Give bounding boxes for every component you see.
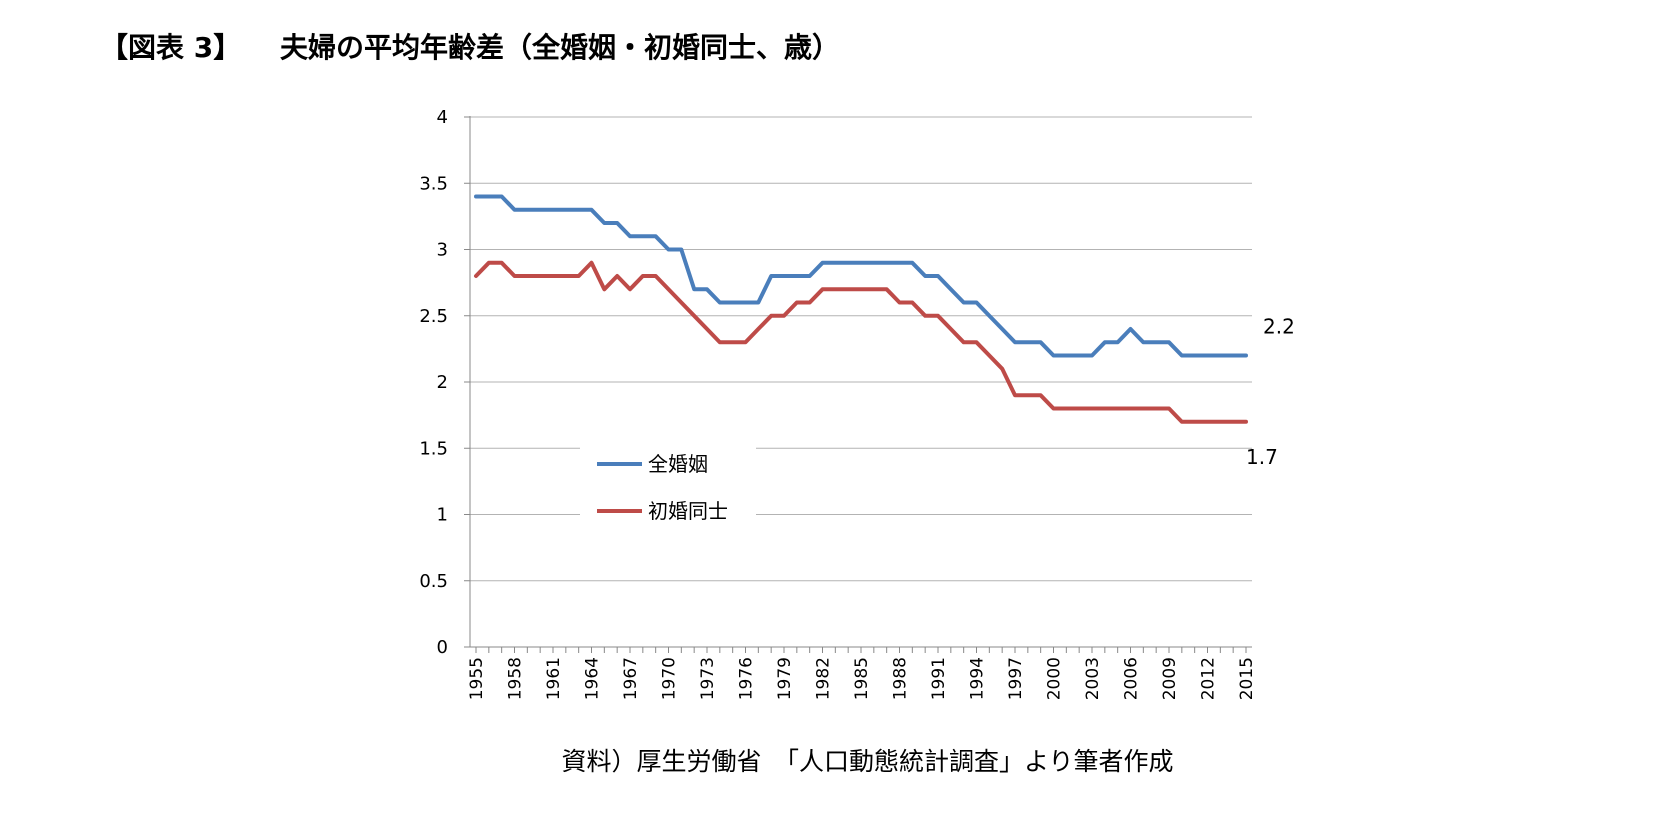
- x-tick-label: 1970: [660, 657, 680, 700]
- series-line-1: [474, 194, 1248, 358]
- x-tick-label: 1988: [891, 657, 911, 700]
- y-tick-label: 1: [437, 505, 448, 526]
- legend-label-1: 全婚姻: [648, 452, 708, 476]
- x-tick-label: 1991: [929, 657, 949, 700]
- data-label-series-2: 1.7: [1246, 445, 1278, 469]
- series-line-2: [474, 260, 1248, 424]
- x-tick-label: 1976: [737, 657, 757, 700]
- x-tick-label: 2015: [1237, 657, 1257, 700]
- x-tick-label: 1967: [621, 657, 641, 700]
- x-tick-label: 2012: [1199, 657, 1219, 700]
- chart-title: 夫婦の平均年齢差（全婚姻・初婚同士、歳）: [280, 31, 841, 64]
- x-tick-label: 1964: [583, 657, 603, 700]
- series: [474, 194, 1248, 424]
- y-tick-label: 1.5: [419, 438, 448, 459]
- x-tick-label: 1997: [1006, 657, 1026, 700]
- x-tick-label: 1958: [506, 657, 526, 700]
- legend-box: [580, 438, 756, 532]
- figure-header: 【図表 3】 夫婦の平均年齢差（全婚姻・初婚同士、歳）: [100, 26, 840, 66]
- legend-label-2: 初婚同士: [648, 499, 728, 523]
- x-tick-label: 1985: [852, 657, 872, 700]
- x-tick-label: 2003: [1083, 657, 1103, 700]
- y-tick-label: 4: [437, 107, 448, 128]
- grid: [470, 116, 1252, 582]
- y-tick-label: 0: [437, 637, 448, 658]
- y-tick-label: 0.5: [419, 571, 448, 592]
- y-tick-label: 3.5: [419, 173, 448, 194]
- source-note: 資料）厚生労働省 「人口動態統計調査」より筆者作成: [561, 747, 1174, 776]
- x-tick-label: 1994: [968, 657, 988, 700]
- x-tick-label: 1973: [698, 657, 718, 700]
- y-tick-label: 2.5: [419, 306, 448, 327]
- x-tick-label: 2006: [1122, 657, 1142, 700]
- x-tick-label: 1955: [467, 657, 487, 700]
- x-tick-label: 2009: [1160, 657, 1180, 700]
- x-tick-label: 1961: [544, 657, 564, 700]
- axes: 0 0.5 1 1.5 2 2.5 3 3.5 4 1955 1958 1961 1964 1967 197…: [419, 107, 1257, 700]
- y-tick-label: 3: [437, 240, 448, 261]
- x-tick-label: 1979: [775, 657, 795, 700]
- x-tick-label: 1982: [814, 657, 834, 700]
- y-tick-label: 2: [437, 372, 448, 393]
- figure-label: 【図表 3】: [100, 31, 242, 64]
- x-tick-label: 2000: [1045, 657, 1065, 700]
- data-label-series-1: 2.2: [1263, 315, 1295, 339]
- data-labels: 2.2 1.7: [1246, 315, 1295, 469]
